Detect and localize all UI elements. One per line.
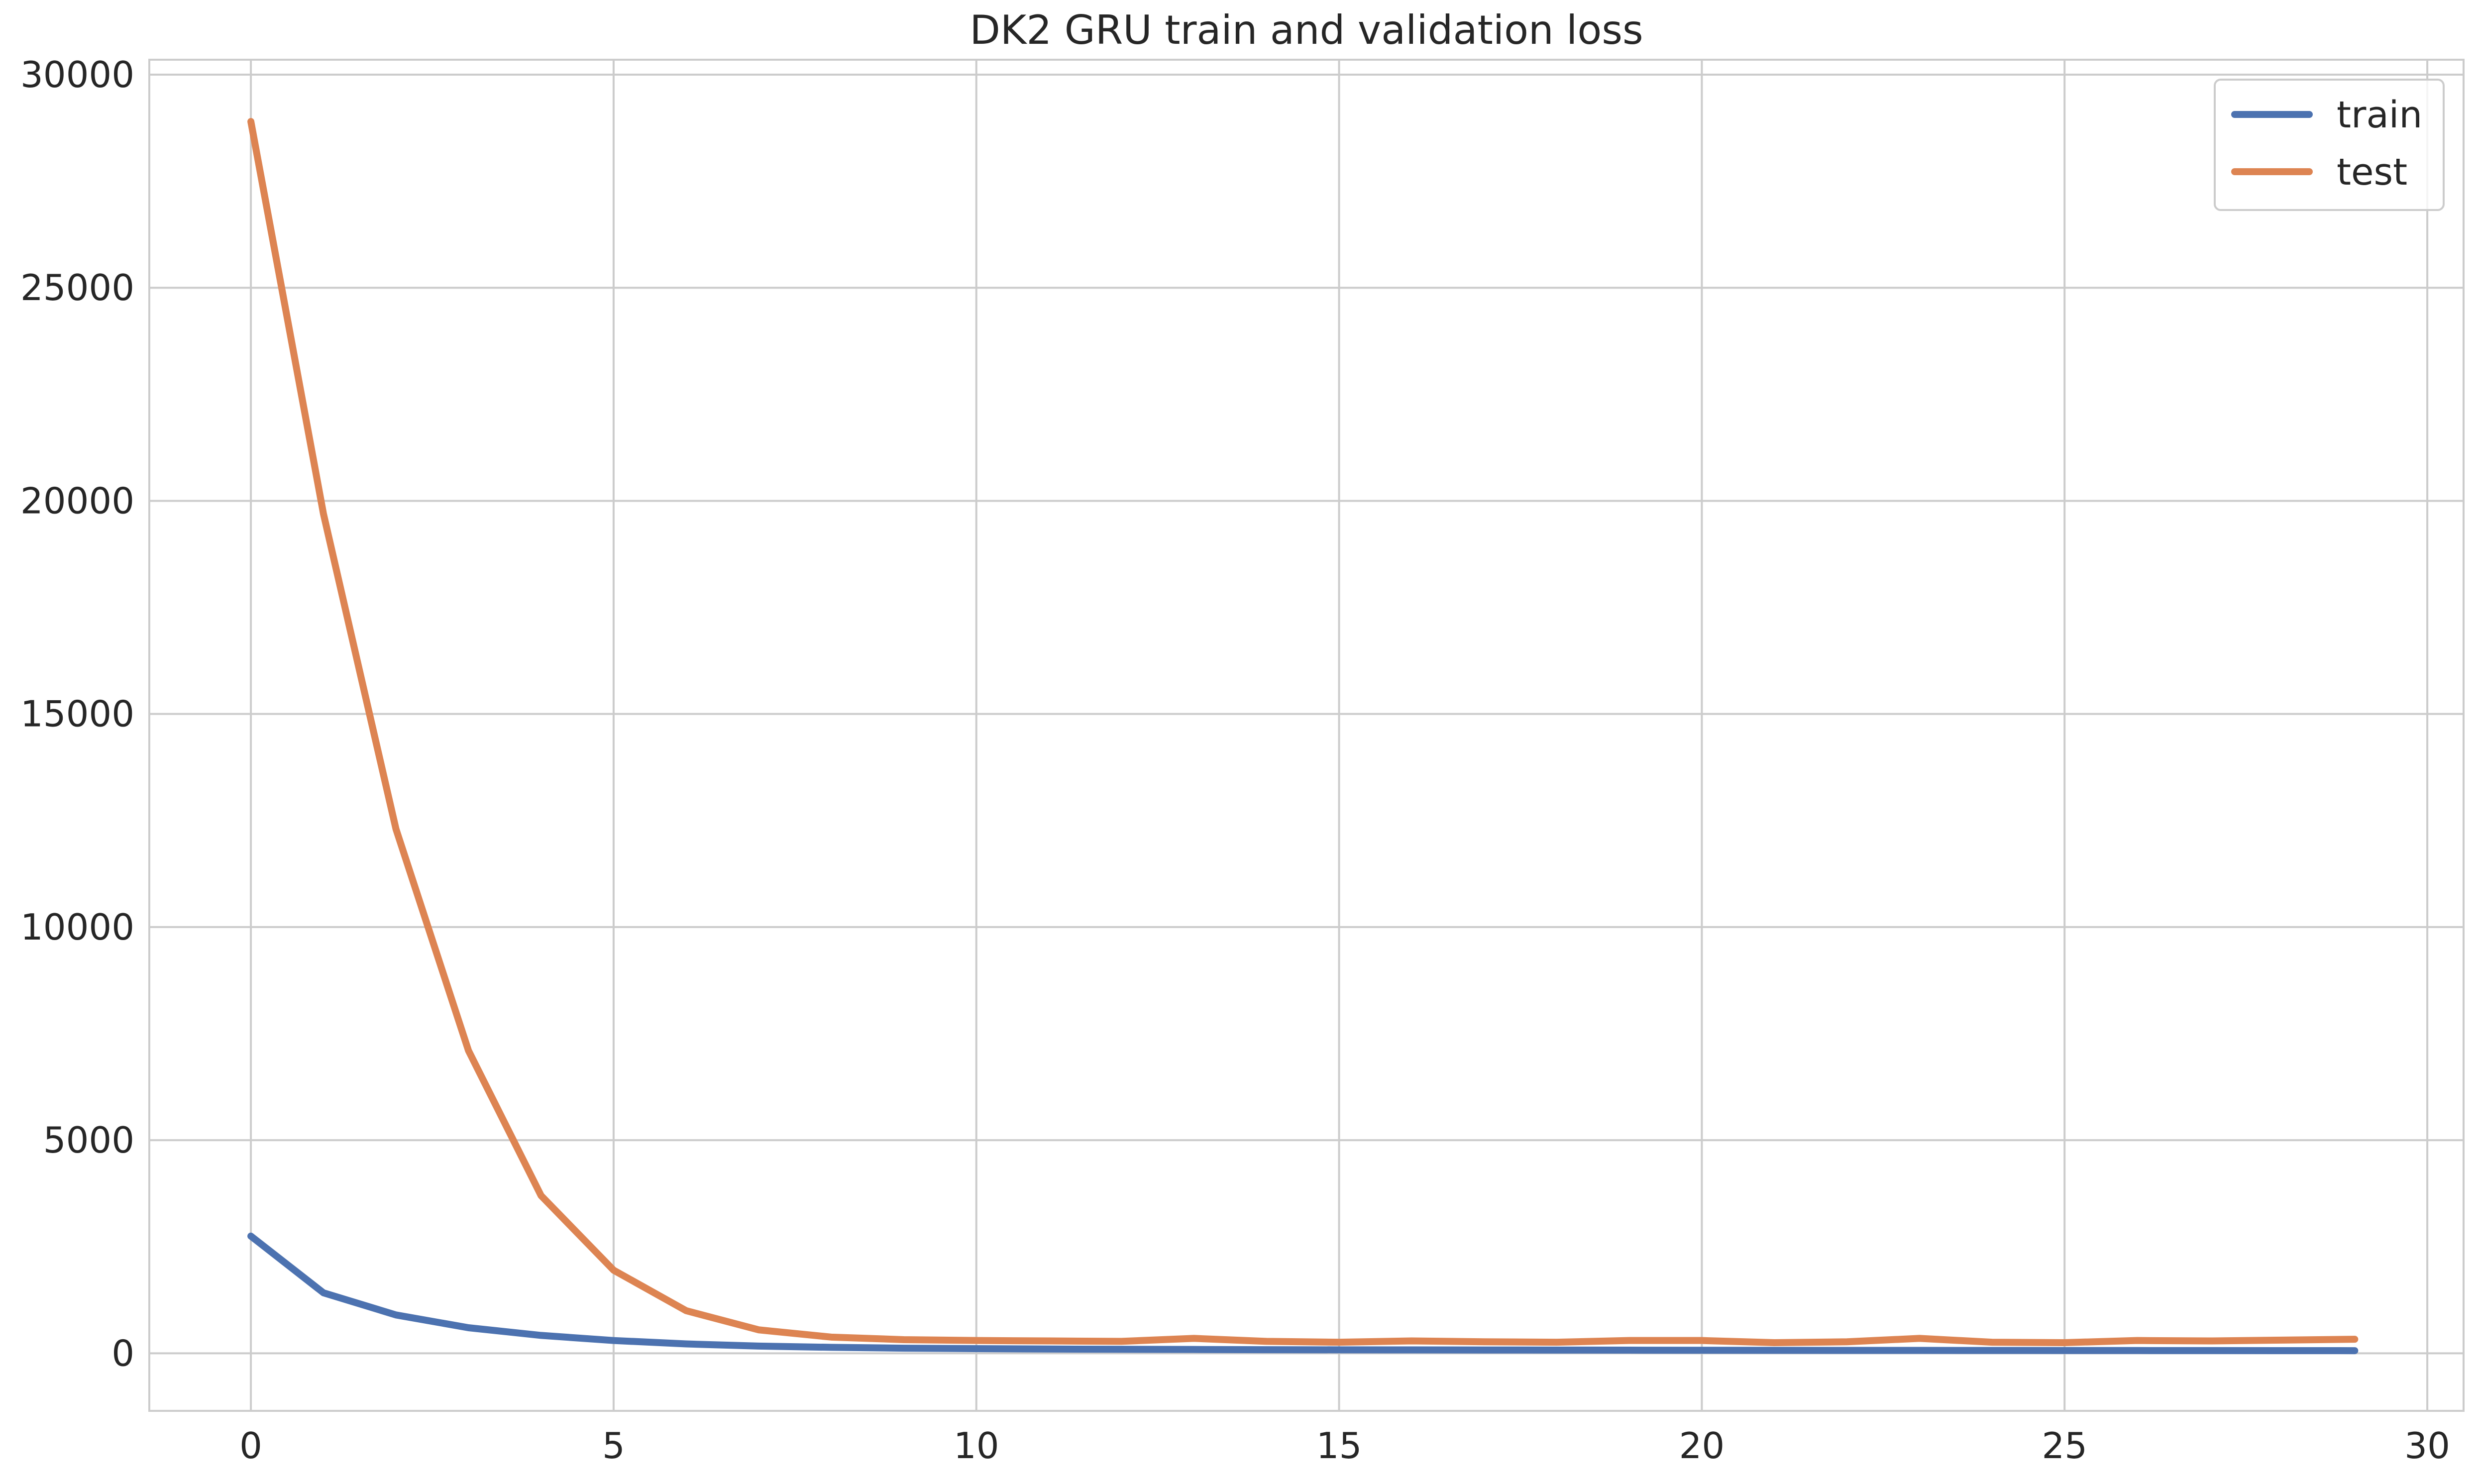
y-tick-label: 5000 xyxy=(43,1119,134,1161)
x-tick-label: 10 xyxy=(954,1425,999,1467)
y-tick-label: 25000 xyxy=(20,267,134,309)
y-tick-label: 20000 xyxy=(20,480,134,522)
chart-title: DK2 GRU train and validation loss xyxy=(970,7,1643,53)
series-line-test xyxy=(247,118,2359,1346)
x-tick-label: 0 xyxy=(239,1425,262,1467)
x-tick-label: 5 xyxy=(602,1425,625,1467)
y-tick-label: 10000 xyxy=(20,906,134,948)
legend-label-test: test xyxy=(2337,151,2407,194)
y-tick-label: 30000 xyxy=(20,54,134,96)
x-tick-label: 15 xyxy=(1316,1425,1362,1467)
plot-frame xyxy=(148,59,2465,1412)
x-tick-label: 30 xyxy=(2404,1425,2450,1467)
x-gridlines xyxy=(250,60,2429,1411)
y-tick-label: 15000 xyxy=(20,693,134,735)
y-tick-label: 0 xyxy=(111,1332,134,1374)
x-tick-label: 25 xyxy=(2042,1425,2087,1467)
x-tick-label: 20 xyxy=(1679,1425,1725,1467)
legend: train test xyxy=(2214,79,2445,211)
y-tick-labels: 0 5000 10000 15000 20000 25000 30000 xyxy=(20,54,134,1374)
series-lines xyxy=(247,118,2359,1355)
legend-label-train: train xyxy=(2337,94,2422,136)
y-gridlines xyxy=(149,73,2464,1355)
x-tick-labels: 0 5 10 15 20 25 30 xyxy=(239,1425,2450,1467)
series-line-train xyxy=(247,1232,2359,1355)
